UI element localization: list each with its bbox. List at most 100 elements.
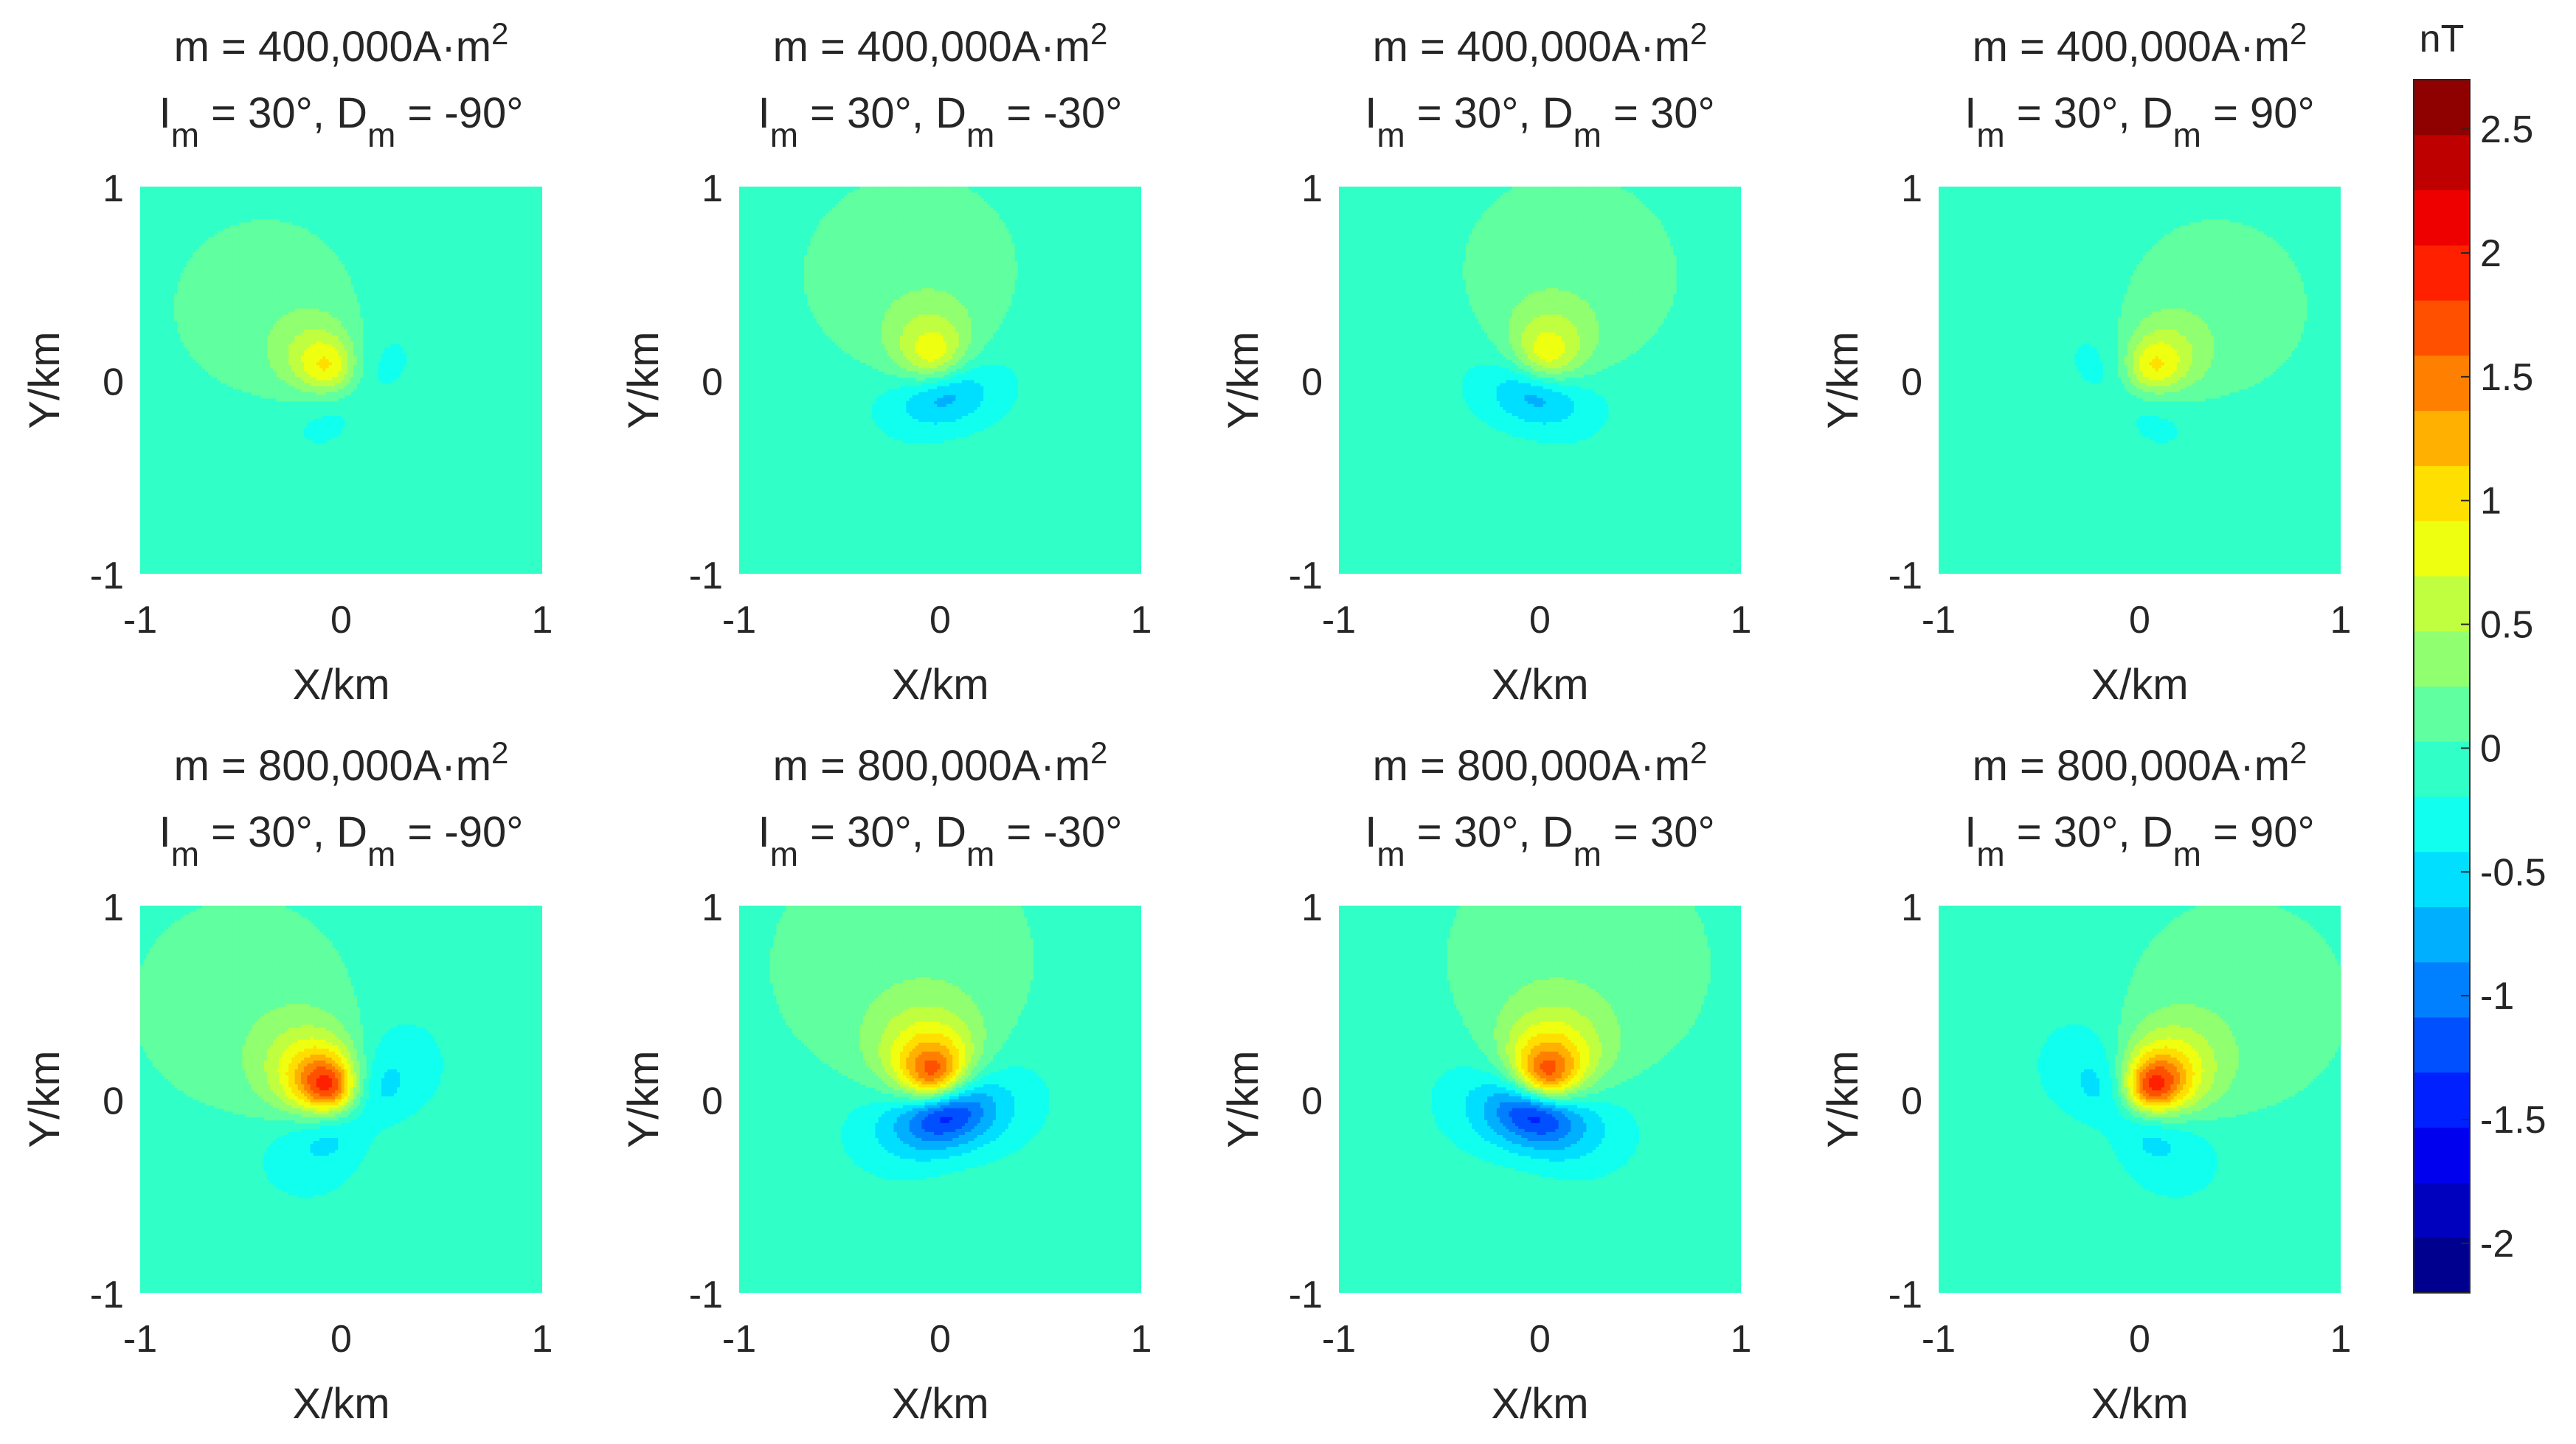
heatmap-cell [174, 312, 178, 316]
heatmap-cell [177, 324, 181, 327]
panel-1: m = 400,000A·m2Im = 30°, Dm = -90°-1 0 110… [21, 16, 553, 709]
heatmap-cell [190, 353, 193, 357]
heatmap-cell [218, 296, 221, 300]
heatmap-cell [221, 276, 224, 280]
heatmap-cell [199, 321, 203, 324]
heatmap-cell [184, 273, 187, 277]
heatmap-cell [193, 312, 196, 316]
heatmap-cell [199, 309, 203, 313]
heatmap-cell [181, 324, 184, 327]
heatmap-cell [226, 312, 230, 316]
heatmap-cell [187, 261, 190, 265]
heatmap-cell [181, 333, 184, 336]
heatmap-cell [224, 303, 227, 307]
heatmap-cell [202, 258, 206, 262]
heatmap-cell [199, 276, 203, 280]
heatmap-cell [233, 336, 237, 339]
heatmap-cell [208, 240, 212, 244]
heatmap-cell [205, 303, 209, 307]
heatmap-cell [187, 324, 190, 327]
heatmap-cell [230, 309, 234, 313]
heatmap-cell [205, 270, 209, 274]
heatmap-cell [187, 296, 190, 300]
heatmap-cell [202, 288, 206, 291]
heatmap-cell [218, 299, 221, 303]
heatmap-cell [230, 341, 234, 345]
heatmap-cell [202, 252, 206, 256]
heatmap-cell [195, 330, 199, 333]
heatmap-cell [221, 249, 224, 253]
heatmap-cell [195, 359, 199, 363]
heatmap-cell [205, 330, 209, 333]
heatmap-cell [211, 285, 215, 288]
heatmap-cell [233, 249, 237, 253]
heatmap-cell [211, 312, 215, 316]
heatmap-cell [190, 282, 193, 285]
heatmap-cell [190, 296, 193, 300]
heatmap-cell [190, 279, 193, 282]
heatmap-cell [195, 285, 199, 288]
heatmap-cell [221, 315, 224, 319]
heatmap-cell [195, 309, 199, 313]
heatmap-cell [187, 344, 190, 348]
heatmap-cell [184, 339, 187, 342]
heatmap-cell [205, 243, 209, 247]
heatmap-cell [224, 285, 227, 288]
heatmap-cell [193, 306, 196, 310]
heatmap-cell [221, 344, 224, 348]
heatmap-cell [208, 303, 212, 307]
heatmap-cell [202, 264, 206, 268]
heatmap-cell [233, 321, 237, 324]
heatmap-cell [195, 336, 199, 339]
heatmap-cell [193, 330, 196, 333]
heatmap-cell [195, 252, 199, 256]
heatmap-cell [202, 324, 206, 327]
heatmap-cell [187, 339, 190, 342]
heatmap-cell [224, 267, 227, 271]
heatmap-cell [202, 327, 206, 330]
heatmap-cell [215, 296, 218, 300]
heatmap-cell [187, 303, 190, 307]
heatmap-cell [184, 299, 187, 303]
heatmap-cell [221, 291, 224, 294]
heatmap-cell [195, 264, 199, 268]
heatmap-cell [233, 306, 237, 310]
heatmap-cell [205, 273, 209, 277]
heatmap-cell [215, 341, 218, 345]
heatmap-cell [199, 270, 203, 274]
heatmap-cell [233, 324, 237, 327]
heatmap-cell [199, 296, 203, 300]
heatmap-cell [211, 237, 215, 241]
heatmap-cell [218, 252, 221, 256]
heatmap-cell [193, 255, 196, 259]
heatmap-cell [181, 294, 184, 297]
heatmap-cell [233, 371, 237, 375]
heatmap-cell [208, 299, 212, 303]
heatmap-cell [184, 312, 187, 316]
heatmap-cell [208, 309, 212, 313]
heatmap-cell [224, 327, 227, 330]
heatmap-cell [221, 237, 224, 241]
heatmap-cell [221, 341, 224, 345]
heatmap-cell [211, 344, 215, 348]
heatmap-cell [187, 270, 190, 274]
heatmap-cell [224, 296, 227, 300]
heatmap-cell [215, 330, 218, 333]
heatmap-cell [233, 267, 237, 271]
heatmap-cell [190, 333, 193, 336]
heatmap-cell [226, 324, 230, 327]
heatmap-cell [221, 282, 224, 285]
heatmap-cell [218, 377, 221, 381]
heatmap-cell [226, 249, 230, 253]
heatmap-cell [226, 350, 230, 354]
heatmap-cell [215, 371, 218, 375]
heatmap-cell [233, 365, 237, 369]
heatmap-cell [184, 288, 187, 291]
heatmap-cell [187, 330, 190, 333]
heatmap-cell [208, 312, 212, 316]
heatmap-cell [199, 330, 203, 333]
heatmap-cell [193, 318, 196, 322]
heatmap-cell [230, 243, 234, 247]
heatmap-cell [187, 312, 190, 316]
heatmap-cell [221, 321, 224, 324]
